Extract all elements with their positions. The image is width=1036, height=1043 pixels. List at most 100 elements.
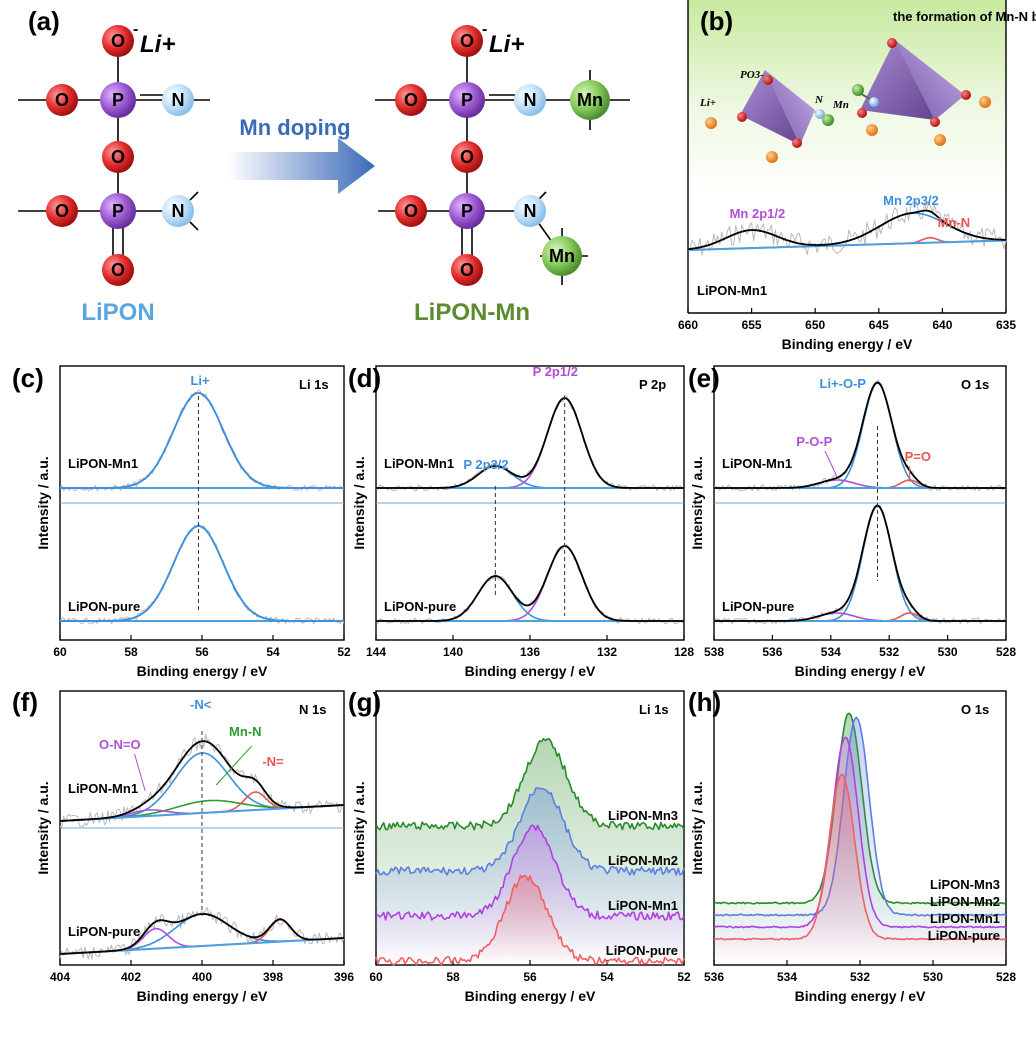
series-line — [375, 737, 685, 831]
sample-label: LiPON-Mn1 — [68, 456, 138, 471]
manganese-atom: Mn — [542, 236, 582, 276]
x-axis-label: Binding energy / eV — [137, 663, 268, 679]
panel-c-chart: 60 58 56 54 52 Binding energy / eV Intensity /… — [12, 363, 351, 679]
oxygen-atom: O — [46, 195, 78, 227]
peak-label: -N< — [190, 697, 212, 712]
mn-doping-label: Mn doping — [239, 115, 350, 140]
x-tick-label: 398 — [263, 970, 283, 984]
annotation-line — [215, 745, 253, 786]
x-tick-label: 58 — [124, 645, 138, 659]
series-label: LiPON-Mn3 — [930, 877, 1000, 892]
panel-d-chart: 144 140 136 132 128 Binding energy / eV Intens… — [348, 363, 694, 679]
svg-text:O: O — [111, 147, 125, 167]
series-line — [713, 736, 1007, 929]
svg-text:N: N — [524, 201, 537, 221]
sample-label: LiPON-Mn1 — [697, 283, 767, 298]
y-axis-label: Intensity / a.u. — [351, 456, 367, 549]
x-tick-label: 402 — [121, 970, 141, 984]
nitrogen-atom: N — [162, 195, 194, 227]
nitrogen-atom: N — [162, 84, 194, 116]
x-tick-label: 640 — [932, 318, 952, 332]
x-tick-label: 404 — [50, 970, 70, 984]
panel-label: (h) — [688, 687, 721, 717]
x-tick-label: 660 — [678, 318, 698, 332]
fit-envelope — [376, 397, 684, 489]
x-tick-label: 534 — [777, 970, 797, 984]
svg-text:P: P — [112, 90, 124, 110]
x-tick-label: 144 — [366, 645, 386, 659]
panel-label: (b) — [700, 6, 733, 36]
svg-text:O: O — [111, 31, 125, 51]
raw-data-trace — [687, 200, 1007, 256]
svg-text:O: O — [460, 147, 474, 167]
y-axis-label: Intensity / a.u. — [35, 456, 51, 549]
oxygen-atom: O — [395, 195, 427, 227]
chart-title: O 1s — [961, 377, 989, 392]
x-tick-label: 54 — [600, 970, 614, 984]
lipon-mn-name: LiPON-Mn — [414, 299, 530, 326]
fit-envelope — [687, 209, 1006, 251]
x-tick-label: 56 — [523, 970, 537, 984]
svg-text:O: O — [55, 90, 69, 110]
panel-b-chart: 660 655 650 645 640 635 Binding energy / eV (b)… — [678, 0, 1036, 352]
annotation-line — [134, 753, 146, 792]
annotation-line — [824, 450, 838, 477]
chart-title: Li 1s — [639, 702, 669, 717]
series-line — [375, 874, 685, 966]
lipon-mn-structure — [375, 40, 630, 285]
svg-text:P: P — [112, 201, 124, 221]
chart-title: Li 1s — [299, 377, 329, 392]
sample-label: LiPON-Mn1 — [722, 456, 792, 471]
x-axis-label: Binding energy / eV — [465, 988, 596, 1004]
raw-data-trace — [59, 389, 345, 492]
x-tick-label: 650 — [805, 318, 825, 332]
x-tick-label: 60 — [369, 970, 383, 984]
series-label: LiPON-Mn3 — [608, 808, 678, 823]
peak-label: -N= — [262, 754, 284, 769]
panel-label: (g) — [348, 687, 381, 717]
oxygen-atom: O — [102, 254, 134, 286]
peak-label: P 2p1/2 — [533, 364, 578, 379]
fit-envelope — [714, 381, 1006, 489]
series-label: LiPON-Mn2 — [930, 894, 1000, 909]
series-area — [376, 875, 684, 965]
po3-label: PO3- — [740, 69, 764, 81]
manganese-atom: Mn — [570, 80, 610, 120]
peak-label: P=O — [905, 449, 931, 464]
o-minus-sign: - — [133, 21, 138, 38]
fit-envelope — [60, 525, 344, 622]
svg-text:O: O — [55, 201, 69, 221]
peak-label: Mn 2p1/2 — [730, 206, 786, 221]
y-axis-label: Intensity / a.u. — [689, 781, 705, 874]
x-tick-label: 56 — [195, 645, 209, 659]
chart-title: the formation of Mn-N bond — [893, 9, 1036, 24]
x-tick-label: 128 — [674, 645, 694, 659]
x-tick-label: 132 — [597, 645, 617, 659]
x-tick-label: 60 — [53, 645, 67, 659]
li-plus-label: Li+ — [140, 31, 175, 58]
series-line — [713, 716, 1007, 917]
svg-text:O: O — [460, 31, 474, 51]
panel-g-chart: 60 58 56 54 52 Binding energy / eV Intensity /… — [348, 687, 691, 1004]
doping-arrow — [228, 138, 375, 194]
oxygen-atom: O — [451, 25, 483, 57]
oxygen-atom: O — [451, 141, 483, 173]
panel-a: (a) O - Li+ O P N O O P N O LiPON Mn dop… — [18, 6, 630, 326]
panel-label: (c) — [12, 363, 44, 393]
mn-label: Mn — [832, 99, 849, 111]
x-tick-label: 536 — [704, 970, 724, 984]
series-line — [713, 773, 1007, 941]
svg-text:N: N — [524, 90, 537, 110]
series-label: LiPON-pure — [606, 943, 678, 958]
series-label: LiPON-Mn1 — [930, 911, 1000, 926]
phosphorus-atom: P — [100, 193, 136, 229]
x-tick-label: 635 — [996, 318, 1016, 332]
peak-label: Li+ — [190, 373, 210, 388]
x-axis-label: Binding energy / eV — [137, 988, 268, 1004]
x-tick-label: 655 — [742, 318, 762, 332]
series-label: LiPON-Mn1 — [608, 898, 678, 913]
y-axis-label: Intensity / a.u. — [35, 781, 51, 874]
peak-label: Li+-O-P — [820, 376, 867, 391]
x-axis-label: Binding energy / eV — [795, 988, 926, 1004]
